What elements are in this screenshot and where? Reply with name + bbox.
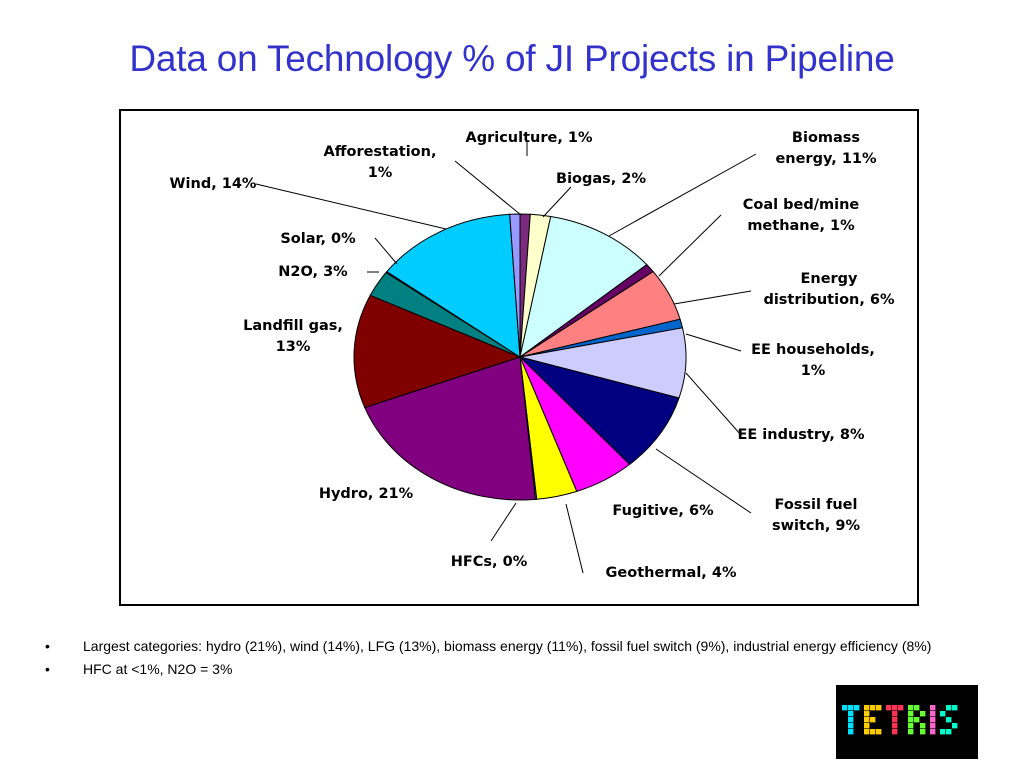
logo-block — [842, 705, 848, 711]
slice-label-ee-industry: EE industry, 8% — [737, 427, 865, 443]
logo-block — [914, 717, 920, 723]
pie-slice-wind — [386, 213, 521, 358]
bullet-item: • HFC at <1%, N2O = 3% — [40, 660, 970, 678]
logo-block — [946, 717, 952, 723]
slice-label-coal-bed-mine-methane: Coal bed/mine methane, 1% — [743, 197, 860, 234]
leader-line-wind — [255, 183, 447, 230]
logo-block — [930, 711, 936, 717]
logo-block — [930, 717, 936, 723]
logo-block — [848, 723, 854, 729]
pie-chart-frame: Agriculture, 1% Biogas, 2% Biomass energy, … — [119, 109, 919, 606]
slice-label-energy-distribution: Energy distribution, 6% — [763, 271, 895, 308]
logo-block — [886, 705, 892, 711]
logo-block — [876, 705, 882, 711]
bullet-list: • Largest categories: hydro (21%), wind … — [40, 637, 970, 683]
pie-slice-fossil-fuel-switch — [518, 356, 680, 466]
logo-block — [870, 729, 876, 735]
logo-block — [946, 705, 952, 711]
leader-line-solar — [374, 237, 398, 265]
logo-block — [930, 705, 936, 711]
slice-label-biogas: Biogas, 2% — [556, 171, 646, 187]
slice-label-hfcs: HFCs, 0% — [451, 554, 528, 570]
logo-block — [908, 711, 914, 717]
slice-label-geothermal: Geothermal, 4% — [606, 565, 737, 581]
slice-label-fossil-fuel-switch: Fossil fuel switch, 9% — [772, 497, 860, 534]
logo-block — [892, 717, 898, 723]
logo-block — [946, 729, 952, 735]
logo-block — [848, 705, 854, 711]
leader-line-biogas — [542, 186, 572, 218]
logo-block — [892, 711, 898, 717]
bullet-text: Largest categories: hydro (21%), wind (1… — [83, 638, 932, 654]
logo-block — [940, 729, 946, 735]
tetris-logo: TETRIS — [836, 685, 978, 759]
bullet-text: HFC at <1%, N2O = 3% — [83, 661, 233, 677]
slice-label-hydro: Hydro, 21% — [319, 486, 414, 502]
logo-block — [854, 705, 860, 711]
pie-slice-hydro — [364, 356, 536, 501]
logo-block — [870, 705, 876, 711]
tetris-logo-art: TETRIS — [842, 705, 958, 735]
leader-line-biomass-energy — [608, 153, 757, 237]
logo-block — [940, 711, 946, 717]
slide-title: Data on Technology % of JI Projects in P… — [129, 38, 895, 79]
logo-block — [908, 729, 914, 735]
logo-block — [864, 711, 870, 717]
leader-line-hfcs — [490, 502, 517, 542]
logo-block — [908, 705, 914, 711]
logo-block — [864, 729, 870, 735]
bullet-item: • Largest categories: hydro (21%), wind … — [40, 637, 970, 655]
logo-block — [848, 711, 854, 717]
logo-block — [848, 717, 854, 723]
leader-line-energy-distribution — [673, 290, 752, 305]
slice-label-afforestation: Afforestation, 1% — [324, 144, 437, 181]
pie-slice-landfill-gas — [353, 294, 522, 409]
bullet-marker: • — [45, 638, 50, 654]
logo-block — [914, 705, 920, 711]
logo-block — [952, 705, 958, 711]
bullet-marker: • — [45, 661, 50, 677]
logo-block — [848, 729, 854, 735]
logo-block — [930, 723, 936, 729]
logo-block — [864, 705, 870, 711]
leader-line-ee-industry — [685, 372, 742, 436]
logo-block — [920, 723, 926, 729]
slice-label-solar: Solar, 0% — [280, 231, 356, 247]
leader-line-fossil-fuel-switch — [655, 448, 752, 514]
logo-block — [920, 711, 926, 717]
logo-block — [864, 723, 870, 729]
slice-label-n2o: N2O, 3% — [278, 264, 348, 280]
leader-line-coal-bed-mine-methane — [658, 214, 722, 277]
leader-line-geothermal — [565, 503, 584, 574]
pie-chart: Agriculture, 1% Biogas, 2% Biomass energy, … — [170, 130, 895, 581]
slice-label-landfill-gas: Landfill gas, 13% — [243, 318, 343, 355]
logo-block — [892, 705, 898, 711]
logo-block — [898, 705, 904, 711]
logo-block — [908, 723, 914, 729]
logo-block — [864, 717, 870, 723]
logo-block — [876, 729, 882, 735]
logo-block — [952, 723, 958, 729]
logo-block — [908, 717, 914, 723]
logo-block — [870, 717, 876, 723]
pie-slice-biomass-energy — [519, 215, 648, 359]
slice-label-agriculture: Agriculture, 1% — [465, 130, 592, 146]
slice-label-biomass-energy: Biomass energy, 11% — [775, 130, 877, 167]
slice-label-ee-households: EE households, 1% — [751, 342, 875, 379]
slice-label-fugitive: Fugitive, 6% — [612, 503, 714, 519]
slice-label-wind: Wind, 14% — [170, 176, 257, 192]
leader-line-ee-households — [685, 333, 742, 352]
logo-block — [930, 729, 936, 735]
logo-block — [892, 729, 898, 735]
logo-block — [920, 729, 926, 735]
leader-line-afforestation — [454, 160, 522, 216]
logo-block — [892, 723, 898, 729]
